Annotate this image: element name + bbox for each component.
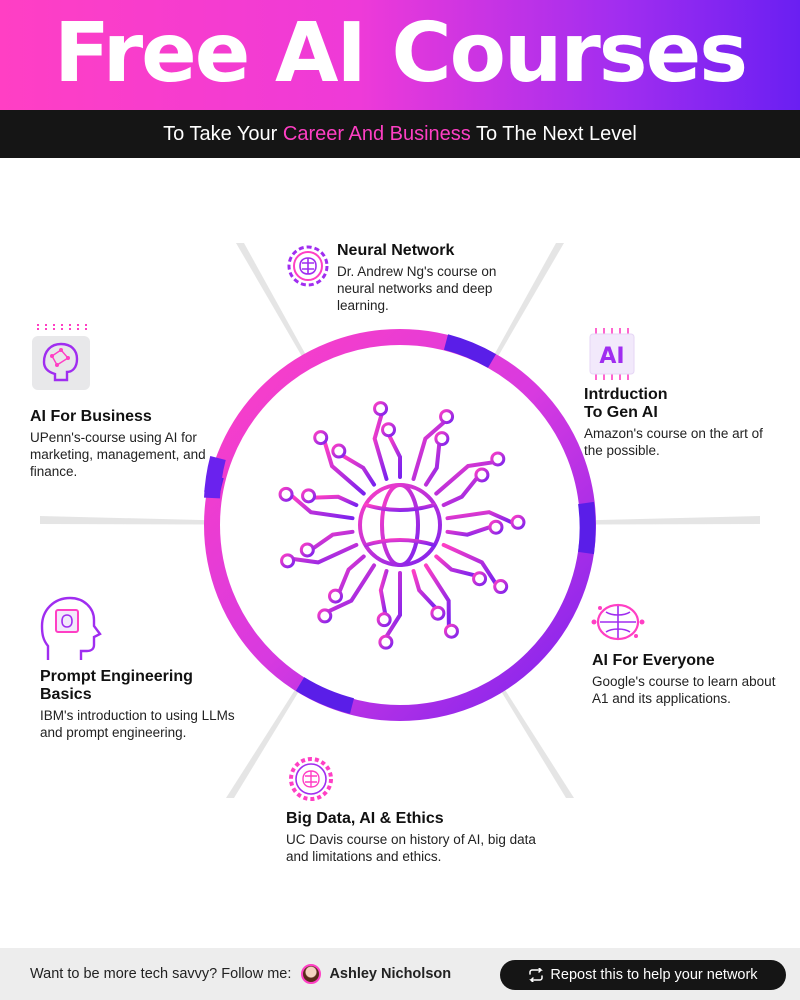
course-title: AI For Business	[30, 408, 152, 425]
course-title: Neural Network	[337, 242, 455, 259]
globe-circuit-icon	[278, 401, 526, 650]
subtitle-prefix: To Take Your	[163, 123, 283, 145]
course-big-data-ethics[interactable]: Big Data, AI & Ethics UC Davis course on…	[286, 810, 556, 865]
brain-circuit-icon	[591, 603, 645, 641]
follow-text: Want to be more tech savvy? Follow me: A…	[30, 948, 451, 1000]
course-description: Google's course to learn about A1 and it…	[592, 674, 776, 706]
course-title: Big Data, AI & Ethics	[286, 810, 444, 827]
head-chip-icon	[40, 596, 102, 660]
course-title: AI For Everyone	[592, 652, 715, 669]
repost-icon	[529, 967, 544, 983]
course-title-line2: To Gen AI	[584, 404, 658, 421]
course-description: UC Davis course on history of AI, big da…	[286, 832, 536, 864]
course-description: IBM's introduction to using LLMs and pro…	[40, 708, 235, 740]
brain-gear-icon	[287, 245, 329, 287]
subtitle-highlight: Career And Business	[282, 123, 471, 145]
gear-brain-icon	[289, 757, 333, 801]
course-title-line2: Basics	[40, 686, 92, 703]
subtitle-suffix: To The Next Level	[470, 123, 637, 145]
course-description: UPenn's-course using AI for marketing, m…	[30, 430, 206, 479]
course-title-line1: Prompt Engineering	[40, 668, 193, 685]
course-description: Amazon's course on the art of the possib…	[584, 426, 763, 458]
avatar	[301, 964, 322, 985]
course-description: Dr. Andrew Ng's course on neural network…	[337, 264, 497, 313]
course-prompt-engineering[interactable]: Prompt Engineering Basics IBM's introduct…	[40, 668, 250, 741]
repost-label: Repost this to help your network	[550, 967, 758, 983]
repost-button[interactable]: Repost this to help your network	[500, 960, 786, 990]
course-ai-for-business[interactable]: AI For Business UPenn's-course using AI …	[30, 408, 230, 480]
course-title-line1: Intrduction	[584, 386, 668, 403]
author-name[interactable]: Ashley Nicholson	[329, 966, 452, 982]
follow-label: Want to be more tech savvy? Follow me:	[30, 966, 292, 982]
footer-bar: Want to be more tech savvy? Follow me: A…	[0, 948, 800, 1000]
header-banner: Free AI Courses	[0, 0, 800, 110]
subtitle-bar: To Take Your Career And Business To The …	[0, 110, 800, 158]
brain-chip-icon	[32, 324, 90, 390]
course-neural-network[interactable]: Neural Network Dr. Andrew Ng's course on…	[337, 242, 527, 314]
course-ai-for-everyone[interactable]: AI For Everyone Google's course to learn…	[592, 652, 792, 707]
course-diagram: Neural Network Dr. Andrew Ng's course on…	[0, 158, 800, 948]
ring-graphic	[40, 243, 760, 798]
course-title: Intrduction To Gen AI	[584, 386, 774, 422]
page-title: Free AI Courses	[53, 6, 748, 101]
ai-chip-icon: AI	[589, 328, 635, 380]
ai-chip-label: AI	[599, 344, 624, 369]
course-title: Prompt Engineering Basics	[40, 668, 250, 704]
course-intro-gen-ai[interactable]: Intrduction To Gen AI Amazon's course on …	[584, 386, 774, 459]
